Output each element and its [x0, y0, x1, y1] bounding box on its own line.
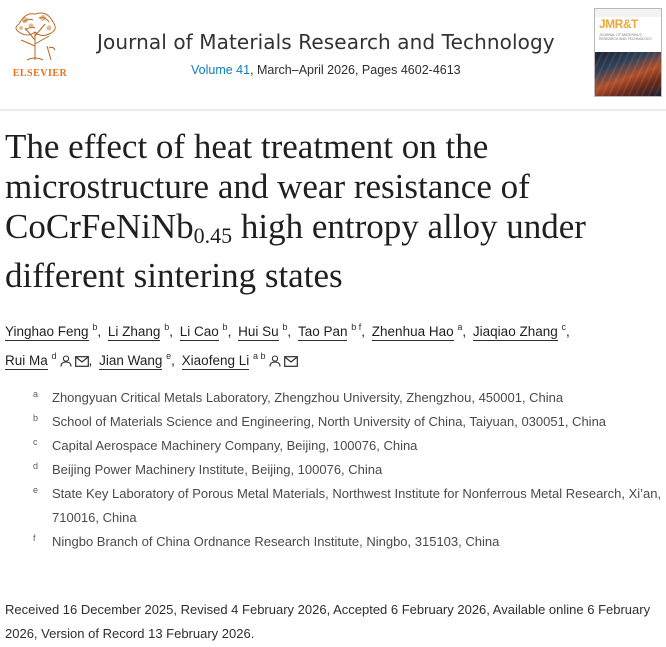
- affiliation-text: Capital Aerospace Machinery Company, Bei…: [52, 438, 418, 453]
- affiliation-text: Beijing Power Machinery Institute, Beiji…: [52, 462, 383, 477]
- affiliation-text: Zhongyuan Critical Metals Laboratory, Zh…: [52, 390, 564, 405]
- title-main: The effect of heat treatment on the micr…: [5, 127, 530, 246]
- elsevier-logo[interactable]: ELSEVIER: [5, 6, 67, 79]
- author-affil-sup: a: [457, 322, 463, 332]
- author[interactable]: Jiaqiao Zhang c,: [472, 322, 570, 341]
- email-icon[interactable]: [283, 351, 298, 375]
- affiliation-item: a Zhongyuan Critical Metals Laboratory, Z…: [33, 386, 663, 410]
- author[interactable]: Rui Ma d,: [5, 344, 92, 375]
- author-name[interactable]: Xiaofeng Li: [181, 353, 250, 370]
- person-icon[interactable]: [268, 351, 281, 375]
- article-history: Received 16 December 2025, Revised 4 Feb…: [5, 602, 651, 641]
- header-divider: [0, 109, 666, 111]
- affiliation-list: a Zhongyuan Critical Metals Laboratory, Z…: [33, 386, 663, 554]
- author-affil-sup: d: [51, 351, 57, 361]
- author[interactable]: Hui Su b,: [238, 322, 292, 341]
- volume-link[interactable]: Volume 41: [191, 63, 251, 77]
- author[interactable]: Jian Wang e,: [99, 351, 175, 370]
- article-title: The effect of heat treatment on the micr…: [5, 127, 665, 296]
- title-subscript: 0.45: [193, 223, 233, 248]
- author-affil-sup: b: [222, 322, 228, 332]
- affiliation-label: f: [33, 533, 36, 543]
- cover-top-band: [595, 9, 661, 17]
- affiliation-text: Ningbo Branch of China Ordnance Research…: [52, 534, 500, 549]
- author-name[interactable]: Yinghao Feng: [5, 324, 89, 341]
- journal-issue-info: Volume 41, March–April 2026, Pages 4602-…: [191, 63, 461, 77]
- author[interactable]: Tao Pan b f,: [297, 322, 366, 341]
- author-name[interactable]: Jiaqiao Zhang: [472, 324, 558, 341]
- journal-header: ELSEVIER Journal of Materials Research a…: [0, 0, 666, 100]
- affiliation-item: c Capital Aerospace Machinery Company, Be…: [33, 434, 663, 458]
- affiliation-label: c: [33, 437, 38, 447]
- person-icon[interactable]: [59, 351, 72, 375]
- affiliation-text: State Key Laboratory of Porous Metal Mat…: [52, 486, 662, 525]
- affiliation-text: School of Materials Science and Engineer…: [52, 414, 607, 429]
- elsevier-tree-icon: [5, 6, 65, 62]
- affiliation-label: a: [33, 389, 39, 399]
- author-affil-sup: e: [166, 351, 172, 361]
- author-affil-sup: c: [561, 322, 567, 332]
- author-affil-sup: b: [282, 322, 288, 332]
- author[interactable]: Xiaofeng Li a b: [181, 344, 298, 375]
- author-name[interactable]: Jian Wang: [99, 353, 163, 370]
- author-list: Yinghao Feng b, Li Zhang b, Li Cao b, Hu…: [5, 315, 661, 375]
- author[interactable]: Zhenhua Hao a,: [371, 322, 467, 341]
- issue-details: , March–April 2026, Pages 4602-4613: [250, 63, 461, 77]
- author-name[interactable]: Zhenhua Hao: [371, 324, 454, 341]
- author-affil-sup: b: [164, 322, 170, 332]
- affiliation-label: e: [33, 485, 39, 495]
- author-name[interactable]: Li Cao: [179, 324, 219, 341]
- author[interactable]: Li Zhang b,: [107, 322, 173, 341]
- title-tail: high entropy alloy under different sinte…: [5, 207, 586, 295]
- journal-cover-thumbnail[interactable]: JMR&T JOURNAL OF MATERIALS RESEARCH AND …: [594, 8, 662, 97]
- journal-title[interactable]: Journal of Materials Research and Techno…: [97, 30, 555, 54]
- email-icon[interactable]: [74, 351, 89, 375]
- cover-subtitle: JOURNAL OF MATERIALS RESEARCH AND TECHNO…: [599, 33, 653, 41]
- author-affil-sup: a b: [253, 351, 266, 361]
- affiliation-item: d Beijing Power Machinery Institute, Beij…: [33, 458, 663, 482]
- author-name[interactable]: Hui Su: [238, 324, 279, 341]
- author[interactable]: Li Cao b,: [179, 322, 232, 341]
- cover-brand: JMR&T: [599, 17, 638, 31]
- author-name[interactable]: Li Zhang: [107, 324, 161, 341]
- publisher-name: ELSEVIER: [12, 68, 68, 79]
- affiliation-item: f Ningbo Branch of China Ordnance Researc…: [33, 530, 663, 554]
- author-name[interactable]: Rui Ma: [5, 353, 48, 370]
- author-affil-sup: b f: [351, 322, 362, 332]
- author[interactable]: Yinghao Feng b,: [5, 322, 102, 341]
- author-name[interactable]: Tao Pan: [297, 324, 348, 341]
- affiliation-label: b: [33, 413, 39, 423]
- affiliation-label: d: [33, 461, 39, 471]
- author-affil-sup: b: [92, 322, 98, 332]
- affiliation-item: e State Key Laboratory of Porous Metal Ma…: [33, 482, 663, 530]
- affiliation-item: b School of Materials Science and Enginee…: [33, 410, 663, 434]
- cover-image: [595, 52, 661, 96]
